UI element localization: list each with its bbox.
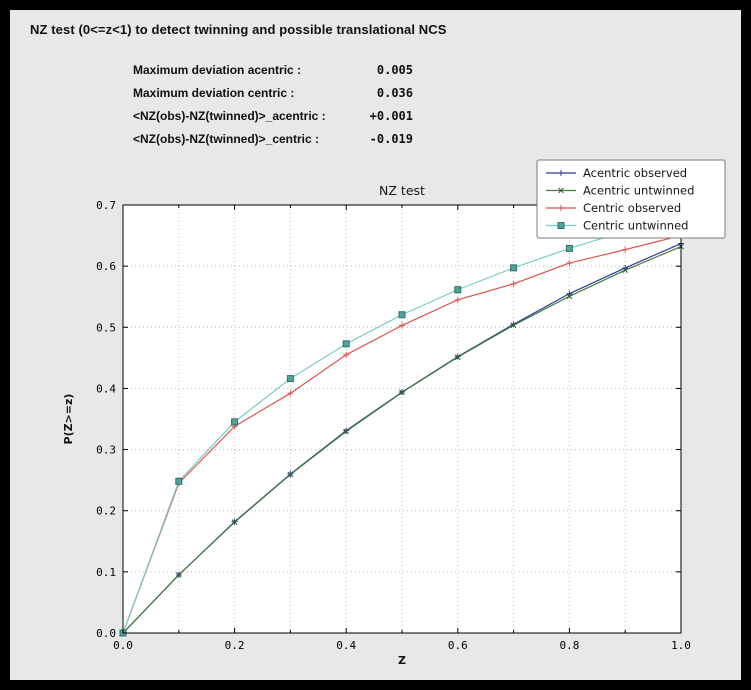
- svg-text:0.4: 0.4: [96, 382, 116, 395]
- x-axis-label: Z: [398, 654, 406, 667]
- chart-title: NZ test: [379, 183, 425, 198]
- svg-text:1.0: 1.0: [671, 639, 691, 652]
- y-axis-label: P(Z>=z): [62, 394, 75, 445]
- chart-legend: Acentric observed Acentric untwinned Centr…: [536, 159, 726, 239]
- stat-value: +0.001: [369, 108, 413, 123]
- legend-label: Acentric untwinned: [583, 184, 694, 198]
- svg-text:0.0: 0.0: [113, 639, 133, 652]
- stat-row: <NZ(obs)-NZ(twinned)>_centric : -0.019: [133, 127, 413, 150]
- svg-text:0.8: 0.8: [559, 639, 579, 652]
- svg-text:0.2: 0.2: [225, 639, 245, 652]
- grid: [123, 205, 681, 633]
- legend-label: Centric untwinned: [583, 219, 688, 233]
- svg-text:0.6: 0.6: [448, 639, 468, 652]
- svg-text:0.7: 0.7: [96, 199, 116, 212]
- stat-row: <NZ(obs)-NZ(twinned)>_acentric : +0.001: [133, 104, 413, 127]
- stat-label: Maximum deviation acentric :: [133, 62, 302, 77]
- svg-text:0.3: 0.3: [96, 444, 116, 457]
- tick-labels: 0.0 0.2 0.4 0.6 0.8 1.0 0.0 0.1 0.2 0.3 0.4 0.5 0.6 0…: [96, 199, 691, 652]
- stat-row: Maximum deviation centric : 0.036: [133, 81, 413, 104]
- svg-text:0.0: 0.0: [96, 627, 116, 640]
- stat-value: 0.036: [376, 85, 413, 100]
- svg-text:0.5: 0.5: [96, 321, 116, 334]
- figure: 0.0 0.2 0.4 0.6 0.8 1.0 0.0 0.1 0.2 0.3 0.4 0.5 0.6 0…: [20, 150, 731, 680]
- svg-text:0.1: 0.1: [96, 566, 116, 579]
- svg-text:0.2: 0.2: [96, 505, 116, 518]
- axis-ticks: [122, 204, 682, 634]
- series-acentric-untwinned: [120, 243, 684, 636]
- stat-row: Maximum deviation acentric : 0.005: [133, 58, 413, 81]
- stat-value: 0.005: [376, 62, 413, 77]
- app-window: NZ test (0<=z<1) to detect twinning and …: [10, 10, 741, 680]
- svg-text:0.4: 0.4: [336, 639, 356, 652]
- nz-test-chart: 0.0 0.2 0.4 0.6 0.8 1.0 0.0 0.1 0.2 0.3 0.4 0.5 0.6 0…: [62, 159, 726, 667]
- stat-label: <NZ(obs)-NZ(twinned)>_acentric :: [133, 108, 326, 123]
- page-title: NZ test (0<=z<1) to detect twinning and …: [30, 22, 447, 37]
- stats-block: Maximum deviation acentric : 0.005 Maxim…: [133, 58, 413, 150]
- svg-text:0.6: 0.6: [96, 260, 116, 273]
- stat-label: <NZ(obs)-NZ(twinned)>_centric :: [133, 131, 320, 146]
- legend-label: Centric observed: [583, 201, 681, 215]
- stat-label: Maximum deviation centric :: [133, 85, 295, 100]
- legend-label: Acentric observed: [583, 166, 687, 180]
- stat-value: -0.019: [369, 131, 413, 146]
